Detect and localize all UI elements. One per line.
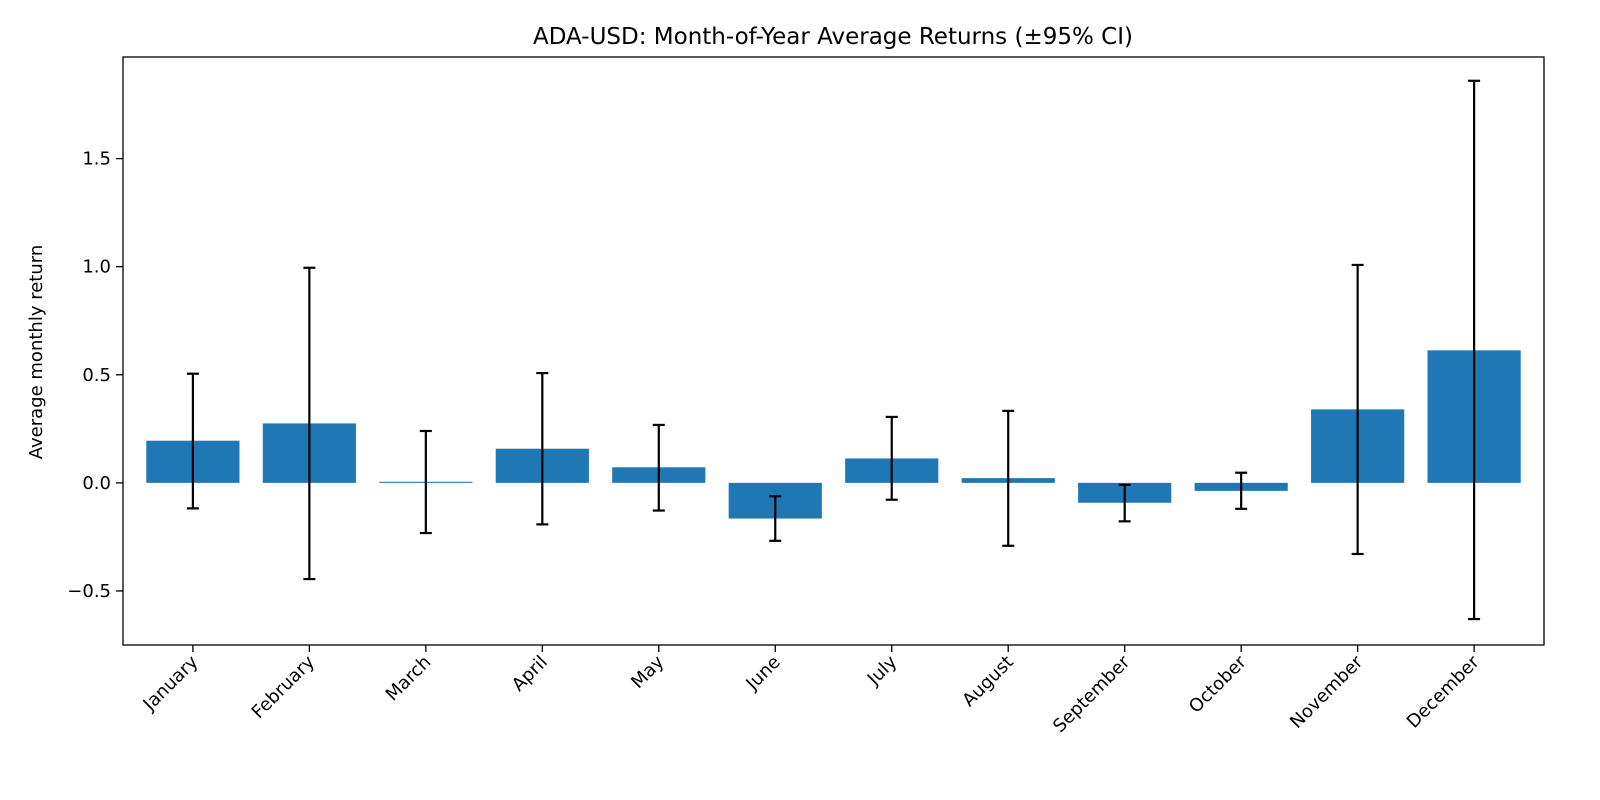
- errorbar-june: [769, 495, 782, 542]
- errorbar-october: [1235, 471, 1248, 510]
- y-tick-label: 1.5: [82, 149, 111, 170]
- errorbar-july: [885, 415, 898, 501]
- chart-title: ADA-USD: Month-of-Year Average Returns (…: [533, 24, 1133, 50]
- errorbar-december: [1468, 79, 1481, 621]
- y-axis: −0.5 0.0 0.5 1.0 1.5: [67, 149, 123, 602]
- plot-frame: [122, 56, 1545, 646]
- y-tick-label: 0.0: [82, 473, 111, 494]
- errorbar-august: [1002, 409, 1015, 547]
- errorbar-march: [419, 429, 432, 535]
- errorbar-november: [1351, 263, 1364, 556]
- errorbar-february: [303, 266, 316, 581]
- errorbar-january: [186, 372, 199, 510]
- y-tick-label: −0.5: [67, 581, 111, 602]
- y-tick-label: 1.0: [82, 257, 111, 278]
- errorbars-group: [186, 79, 1481, 621]
- y-tick-label: 0.5: [82, 365, 111, 386]
- y-axis-label: Average monthly return: [26, 245, 47, 459]
- errorbar-may: [652, 423, 665, 512]
- errorbar-april: [536, 371, 549, 526]
- errorbar-september: [1118, 483, 1131, 523]
